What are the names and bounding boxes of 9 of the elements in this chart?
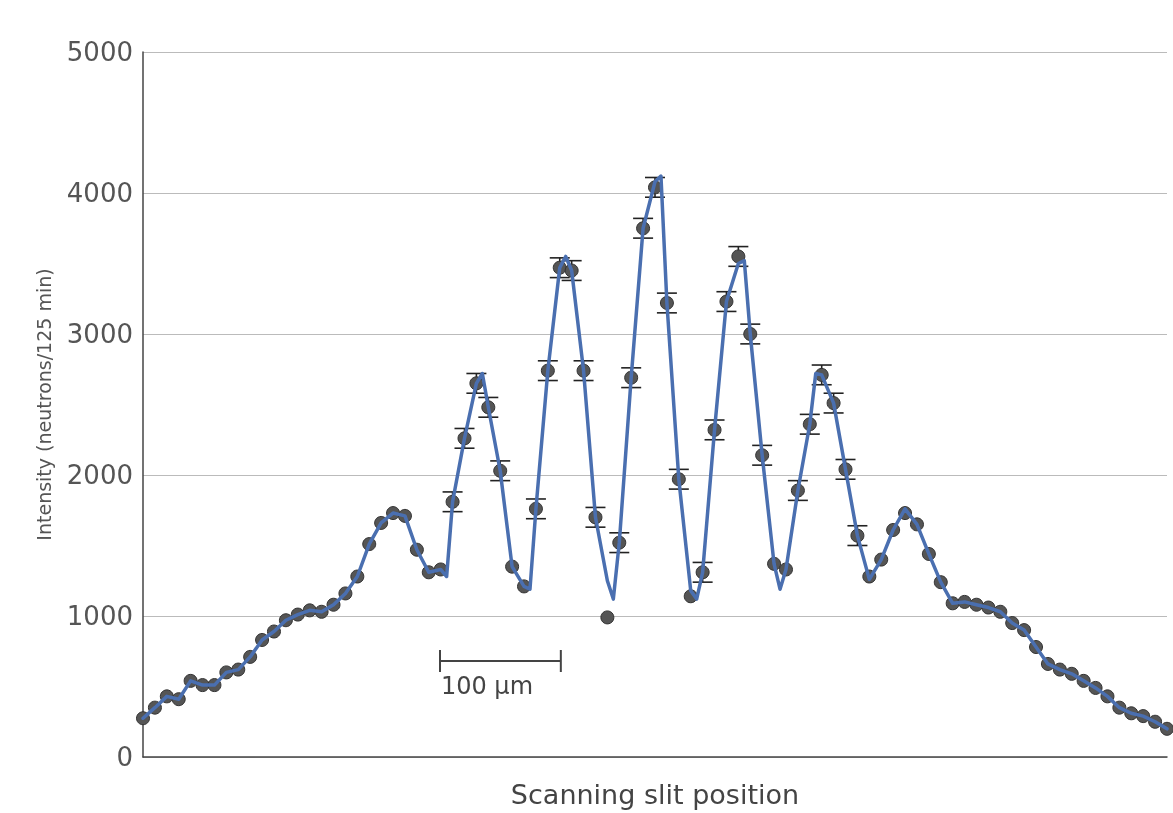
y-tick-label: 5000 [66,37,133,67]
x-axis-title: Scanning slit position [510,779,800,810]
y-axis-title: Intensity (neutrons/125 min) [32,268,55,541]
annotation: 100 μm [440,672,534,700]
y-tick-label: 0 [116,742,133,772]
y-tick-label: 4000 [66,178,133,208]
y-tick-label: 3000 [66,319,133,349]
y-tick-label: 1000 [66,601,133,631]
y-tick-label: 2000 [66,460,133,490]
